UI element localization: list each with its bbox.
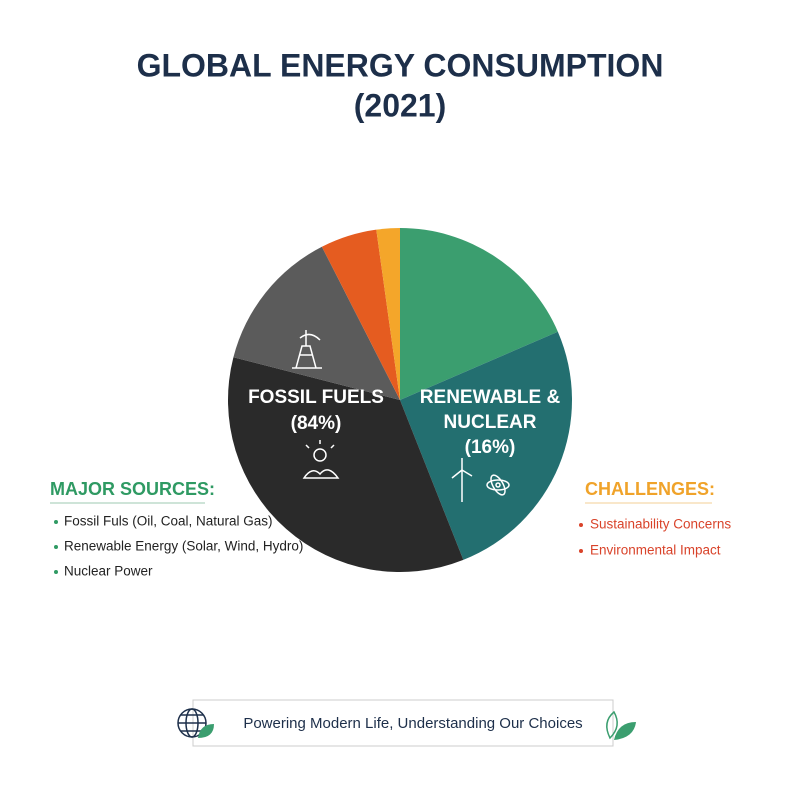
slice-label: RENEWABLE & xyxy=(420,387,561,408)
globe-icon xyxy=(177,708,214,738)
leaf-icon xyxy=(606,710,636,740)
footer-box xyxy=(192,699,614,747)
icons xyxy=(292,330,510,502)
lists: Fossil Fuls (Oil, Coal, Natural Gas) Rene… xyxy=(54,514,731,579)
bullet xyxy=(579,549,583,553)
pie-slice xyxy=(400,228,558,400)
panel-heading: CHALLENGES: xyxy=(585,479,715,499)
pie-slice xyxy=(321,229,400,400)
bullet xyxy=(54,545,58,549)
list-item: Nuclear Power xyxy=(64,564,153,579)
footer-text: Powering Modern Life, Understanding Our … xyxy=(243,715,582,732)
pie-slice xyxy=(233,246,400,400)
bullet xyxy=(54,570,58,574)
pie xyxy=(227,228,573,573)
slice-label: FOSSIL FUELS xyxy=(248,387,384,408)
pie-slice xyxy=(227,357,464,573)
slice-label: NUCLEAR xyxy=(444,412,537,433)
list-item: Environmental Impact xyxy=(590,543,721,558)
slice-label: (84%) xyxy=(291,413,342,434)
list-item: Fossil Fuls (Oil, Coal, Natural Gas) xyxy=(64,514,273,529)
list-item: Sustainability Concerns xyxy=(590,517,731,532)
pie-slice xyxy=(376,228,400,400)
chart-title: GLOBAL ENERGY CONSUMPTION xyxy=(137,47,664,83)
slice-label: (16%) xyxy=(465,437,516,458)
list-item: Renewable Energy (Solar, Wind, Hydro) xyxy=(64,539,303,554)
pie-slice xyxy=(400,331,573,560)
panel-heading: MAJOR SOURCES: xyxy=(50,479,215,499)
chart-subtitle: (2021) xyxy=(354,87,447,123)
bullet xyxy=(579,523,583,527)
bullet xyxy=(54,520,58,524)
